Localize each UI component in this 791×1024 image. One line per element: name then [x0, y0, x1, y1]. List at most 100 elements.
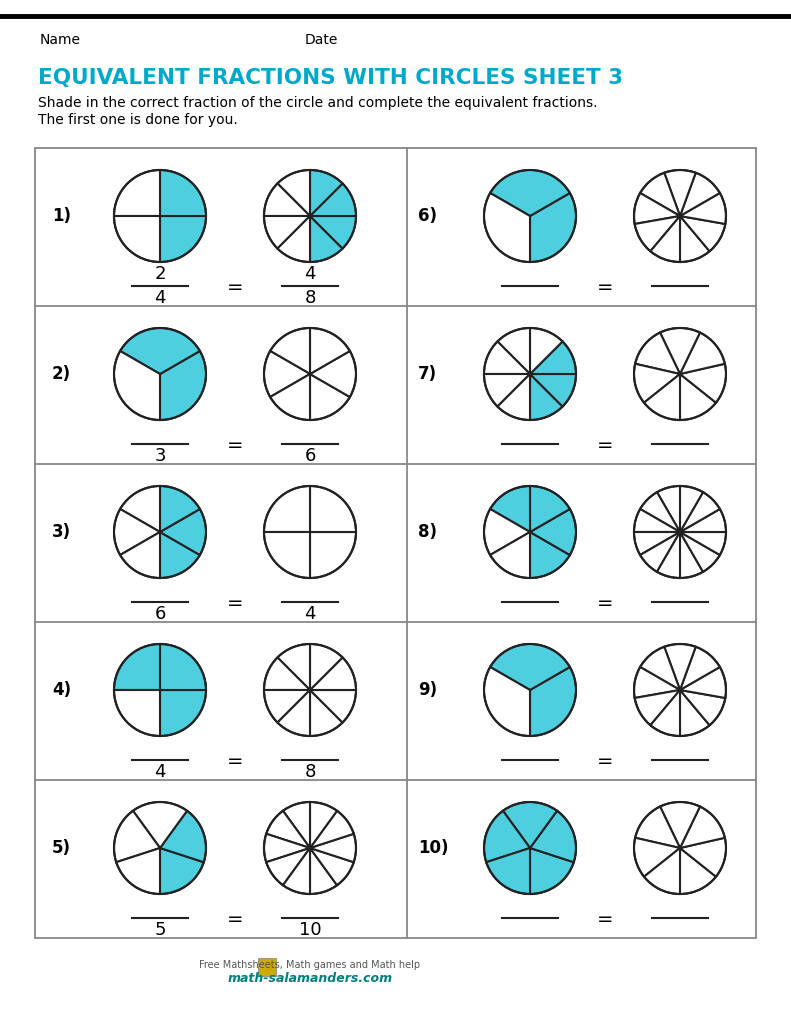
Wedge shape [267, 811, 310, 848]
Wedge shape [634, 690, 680, 725]
Wedge shape [680, 532, 720, 571]
Wedge shape [650, 690, 680, 736]
Wedge shape [680, 532, 726, 555]
Wedge shape [310, 532, 356, 578]
Text: 8): 8) [418, 523, 437, 541]
Wedge shape [484, 374, 530, 407]
Wedge shape [680, 667, 726, 698]
Wedge shape [640, 493, 680, 532]
Wedge shape [635, 333, 680, 374]
Wedge shape [264, 690, 310, 723]
Wedge shape [530, 328, 562, 374]
Text: 6: 6 [154, 605, 165, 623]
Wedge shape [680, 493, 720, 532]
Wedge shape [283, 802, 310, 848]
Wedge shape [310, 216, 343, 262]
Text: Free Mathsheets, Math games and Math help: Free Mathsheets, Math games and Math hel… [199, 961, 421, 970]
Wedge shape [160, 216, 206, 262]
Wedge shape [283, 848, 310, 894]
Wedge shape [530, 374, 576, 407]
Wedge shape [310, 170, 343, 216]
Wedge shape [310, 183, 356, 216]
Wedge shape [650, 216, 680, 262]
Wedge shape [310, 216, 356, 249]
Wedge shape [310, 690, 356, 723]
Text: 5): 5) [52, 839, 71, 857]
Wedge shape [310, 848, 354, 885]
Text: math-salamanders.com: math-salamanders.com [228, 972, 392, 985]
Wedge shape [310, 657, 356, 690]
Wedge shape [484, 667, 530, 736]
Wedge shape [484, 341, 530, 374]
Text: Date: Date [305, 33, 339, 47]
Wedge shape [264, 216, 310, 249]
Wedge shape [114, 351, 160, 420]
Wedge shape [644, 374, 680, 420]
Wedge shape [486, 848, 530, 894]
Wedge shape [530, 667, 576, 736]
Wedge shape [120, 486, 160, 532]
Text: 9): 9) [418, 681, 437, 699]
Wedge shape [160, 848, 204, 894]
Wedge shape [634, 364, 680, 402]
Text: 8: 8 [305, 289, 316, 307]
Wedge shape [680, 690, 725, 725]
Wedge shape [310, 374, 350, 420]
Wedge shape [657, 486, 680, 532]
Wedge shape [498, 328, 530, 374]
Text: =: = [596, 753, 613, 771]
Text: =: = [227, 279, 244, 298]
Text: 7): 7) [418, 365, 437, 383]
Wedge shape [498, 374, 530, 420]
Text: =: = [227, 753, 244, 771]
Wedge shape [120, 328, 200, 374]
Wedge shape [160, 509, 206, 555]
Wedge shape [490, 532, 530, 578]
Text: 5: 5 [154, 921, 166, 939]
Wedge shape [530, 341, 576, 374]
Wedge shape [310, 690, 343, 736]
Wedge shape [644, 848, 680, 894]
Wedge shape [680, 848, 716, 894]
Wedge shape [264, 486, 310, 532]
Text: =: = [227, 910, 244, 930]
Wedge shape [278, 644, 310, 690]
Wedge shape [160, 486, 200, 532]
Wedge shape [680, 374, 716, 420]
Wedge shape [490, 486, 530, 532]
Text: 6: 6 [305, 447, 316, 465]
Wedge shape [310, 834, 356, 862]
Wedge shape [310, 848, 337, 894]
Text: 2: 2 [154, 265, 166, 283]
Wedge shape [680, 690, 710, 736]
Text: 2): 2) [52, 365, 71, 383]
Wedge shape [160, 644, 206, 690]
Wedge shape [310, 811, 354, 848]
Wedge shape [278, 216, 310, 262]
Text: =: = [596, 436, 613, 456]
Text: EQUIVALENT FRACTIONS WITH CIRCLES SHEET 3: EQUIVALENT FRACTIONS WITH CIRCLES SHEET … [38, 68, 623, 88]
Wedge shape [160, 532, 200, 578]
Wedge shape [680, 364, 726, 402]
Wedge shape [680, 193, 726, 224]
Text: 3: 3 [154, 447, 166, 465]
Wedge shape [680, 173, 720, 216]
Wedge shape [530, 374, 562, 420]
Wedge shape [278, 690, 310, 736]
Wedge shape [660, 328, 700, 374]
Wedge shape [680, 807, 725, 848]
Wedge shape [634, 509, 680, 532]
Text: 3): 3) [52, 523, 71, 541]
Text: 8: 8 [305, 763, 316, 781]
Wedge shape [116, 848, 160, 894]
Wedge shape [640, 173, 680, 216]
Wedge shape [484, 193, 530, 262]
Wedge shape [271, 374, 310, 420]
Wedge shape [310, 328, 350, 374]
Wedge shape [680, 486, 703, 532]
Wedge shape [680, 216, 725, 251]
Text: 4: 4 [154, 289, 166, 307]
Text: =: = [227, 595, 244, 613]
Wedge shape [490, 170, 570, 216]
Wedge shape [114, 690, 160, 736]
